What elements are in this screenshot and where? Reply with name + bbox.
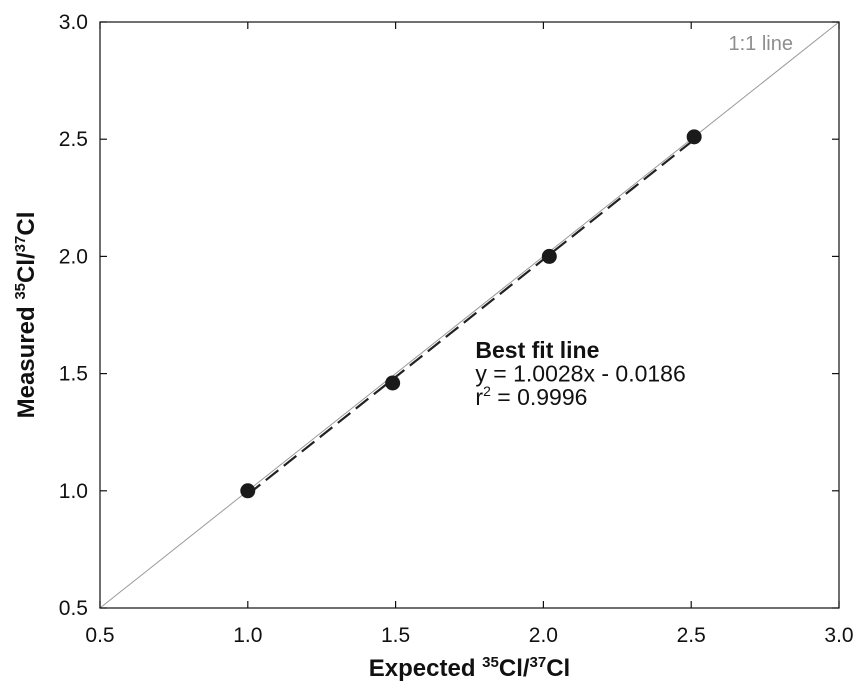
fit-annotation: Best fit line y = 1.0028x - 0.0186 r2 = … — [475, 337, 685, 410]
y-tick-label: 3.0 — [59, 11, 88, 34]
data-point — [240, 483, 256, 499]
data-point — [385, 375, 401, 391]
x-title-suffix: Cl — [546, 655, 570, 682]
r2-value: = 0.9996 — [491, 384, 588, 410]
x-tick-label: 2.5 — [677, 624, 706, 647]
data-point — [541, 248, 557, 264]
x-title-sup1: 35 — [482, 654, 499, 671]
x-axis-title: Expected 35Cl/37Cl — [369, 654, 570, 682]
x-title-sup2: 37 — [530, 654, 547, 671]
x-tick-label: 2.0 — [529, 624, 558, 647]
reference-line-label: 1:1 line — [729, 33, 794, 55]
one-to-one-line — [99, 21, 840, 609]
data-points — [240, 129, 702, 499]
y-title-mid: Cl/ — [13, 252, 40, 283]
annotation-title: Best fit line — [475, 337, 599, 363]
x-title-prefix: Expected — [369, 655, 482, 682]
x-tick-label: 0.5 — [85, 624, 114, 647]
r2-prefix: r — [475, 384, 483, 410]
fit-line-group — [247, 138, 695, 496]
x-tick-label: 1.0 — [233, 624, 262, 647]
y-tick-label: 1.0 — [59, 480, 88, 503]
y-tick-label: 2.0 — [59, 245, 88, 268]
y-title-prefix: Measured — [13, 300, 40, 419]
y-axis-title: Measured 35Cl/37Cl — [12, 212, 40, 419]
y-title-sup1: 35 — [12, 283, 29, 300]
x-title-mid: Cl/ — [499, 655, 530, 682]
y-tick-label: 2.5 — [59, 128, 88, 151]
reference-line-group — [99, 21, 840, 609]
annotation-r-squared: r2 = 0.9996 — [475, 383, 587, 410]
y-tick-label: 1.5 — [59, 363, 88, 386]
r2-superscript: 2 — [483, 383, 491, 399]
x-axis-ticks: 0.5 1.0 1.5 2.0 2.5 3.0 — [85, 22, 854, 647]
best-fit-line — [247, 138, 695, 496]
y-axis-ticks: 0.5 1.0 1.5 2.0 2.5 3.0 — [59, 11, 839, 620]
y-title-suffix: Cl — [13, 212, 40, 236]
y-tick-label: 0.5 — [59, 597, 88, 620]
x-tick-label: 3.0 — [824, 624, 853, 647]
plot-frame — [99, 21, 840, 609]
data-point — [686, 129, 702, 145]
x-tick-label: 1.5 — [381, 624, 410, 647]
annotation-equation: y = 1.0028x - 0.0186 — [475, 361, 685, 387]
y-title-sup2: 37 — [12, 236, 29, 253]
